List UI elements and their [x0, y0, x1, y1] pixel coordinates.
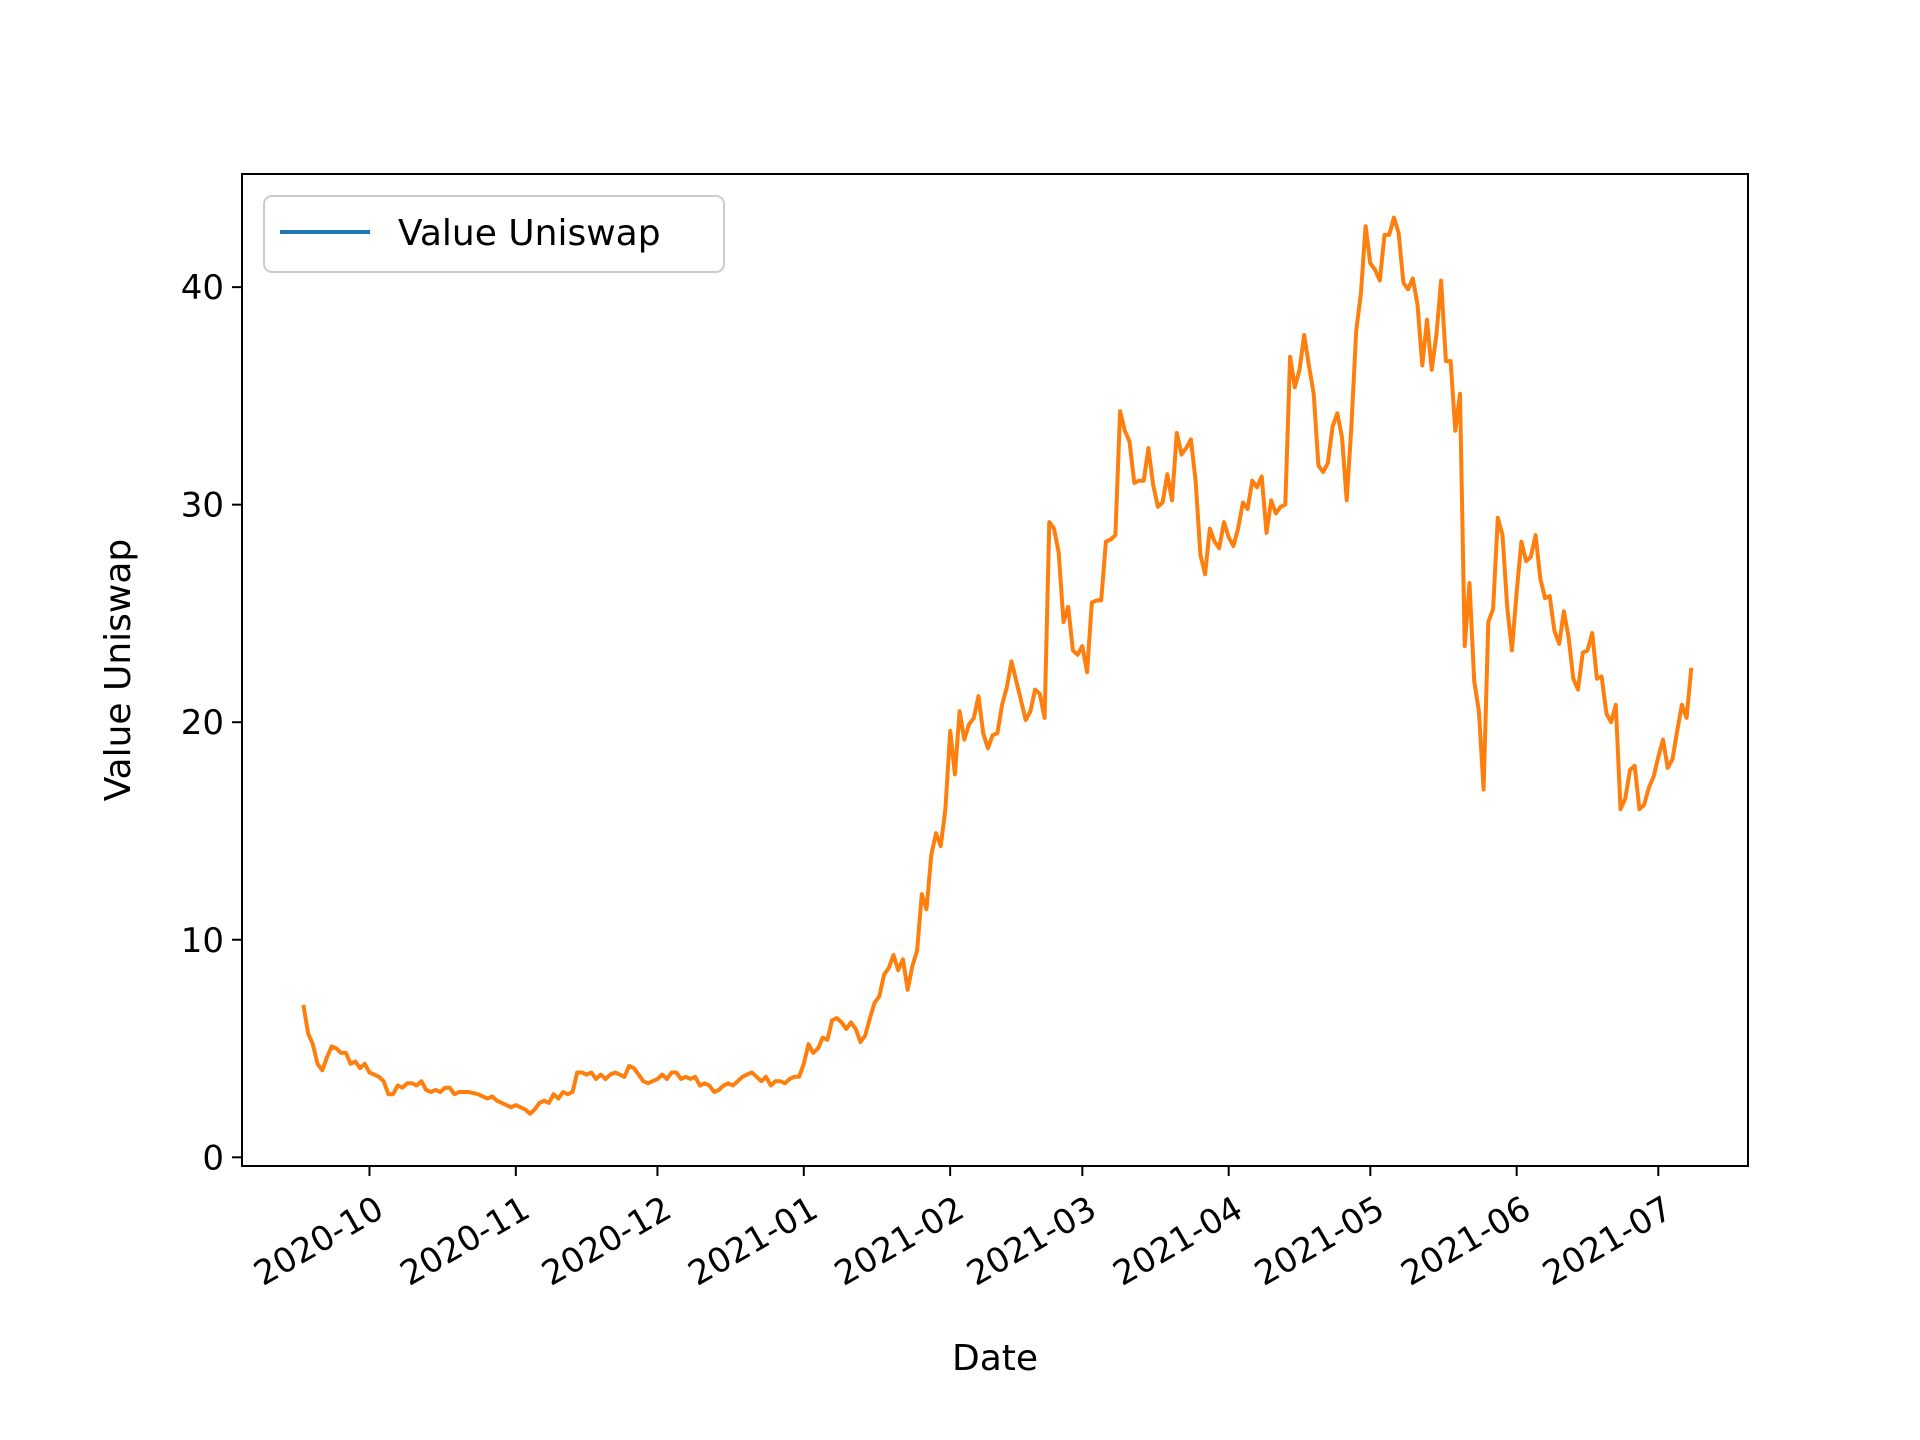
y-tick-label: 30: [181, 486, 224, 526]
y-axis: 0 10 20 30 40: [181, 268, 242, 1178]
legend-label: Value Uniswap: [398, 213, 661, 254]
series-layer: [301, 215, 1694, 1116]
y-tick-label: 40: [181, 268, 224, 308]
axes-background: [242, 174, 1748, 1166]
y-axis-label: Value Uniswap: [98, 539, 139, 802]
y-tick-label: 0: [202, 1138, 224, 1178]
legend: Value Uniswap: [263, 195, 725, 273]
y-tick-label: 20: [181, 703, 224, 743]
plot-area: [242, 174, 1748, 1166]
axes-frame: [241, 173, 1749, 1167]
legend-box: [263, 195, 725, 273]
x-axis-label: Date: [952, 1338, 1038, 1379]
y-tick-label: 10: [181, 921, 224, 961]
series-line: [301, 215, 1694, 1116]
